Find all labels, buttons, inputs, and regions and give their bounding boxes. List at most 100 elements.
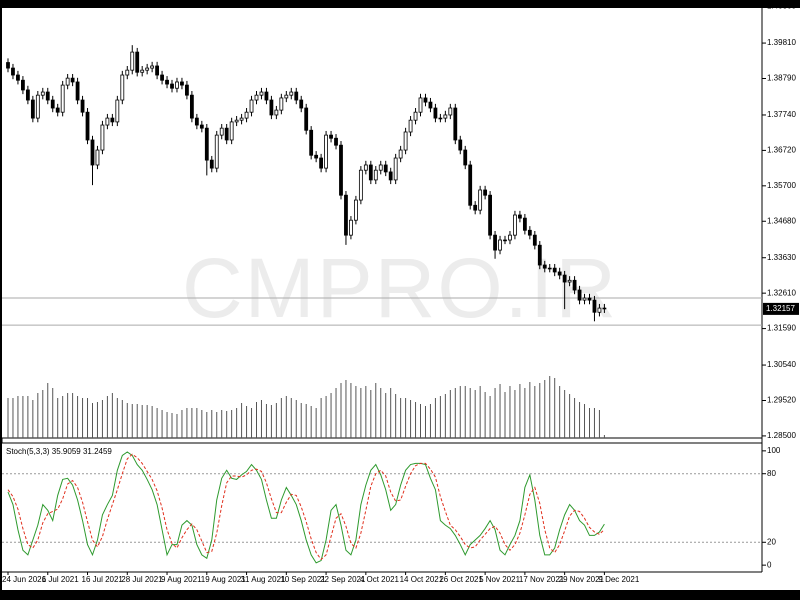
candle-body xyxy=(75,81,80,101)
candle-body xyxy=(353,199,358,221)
candle-body xyxy=(90,139,95,166)
candle-body xyxy=(70,77,75,83)
y-tick-label: 1.40860 xyxy=(767,2,796,11)
candle-body xyxy=(592,299,597,313)
candle-body xyxy=(567,279,572,283)
y-tick-label: 0 xyxy=(767,560,772,569)
candle-body xyxy=(150,65,155,69)
candle-body xyxy=(532,234,537,246)
candle-body xyxy=(363,164,368,171)
candle-body xyxy=(597,307,602,313)
x-tick-label: 17 Nov 2021 xyxy=(519,575,565,584)
candle-body xyxy=(309,129,314,156)
x-tick-label: 22 Sep 2021 xyxy=(320,575,366,584)
x-tick-label: 24 Jun 2021 xyxy=(2,575,47,584)
candle-body xyxy=(55,107,60,113)
candle-body xyxy=(587,297,592,301)
candle-body xyxy=(334,137,338,146)
candle-body xyxy=(488,194,492,236)
candle-body xyxy=(577,289,582,301)
candle-body xyxy=(458,139,463,151)
candle-body xyxy=(319,157,324,169)
candle-body xyxy=(274,109,279,116)
candle-body xyxy=(50,99,55,109)
candle-body xyxy=(418,97,423,113)
candle-body xyxy=(11,67,15,76)
candle-body xyxy=(483,189,488,196)
candle-body xyxy=(279,97,284,111)
candle-body xyxy=(393,157,398,181)
y-tick-label: 100 xyxy=(767,446,781,455)
candle-body xyxy=(140,69,145,73)
candle-body xyxy=(572,279,577,291)
y-tick-label: 1.34680 xyxy=(767,216,796,225)
candle-body xyxy=(175,81,179,89)
candle-body xyxy=(448,107,453,116)
candle-body xyxy=(120,74,125,101)
indicator-title: Stoch(5,3,3) 35.9059 31.2459 xyxy=(6,447,112,456)
candle-body xyxy=(269,99,274,116)
candle-body xyxy=(180,81,184,86)
candle-body xyxy=(45,91,50,101)
candle-body xyxy=(438,117,443,120)
y-tick-label: 1.36720 xyxy=(767,146,796,155)
y-tick-label: 1.39810 xyxy=(767,38,796,47)
candle-body xyxy=(115,99,120,123)
y-tick-label: 20 xyxy=(767,537,776,546)
candle-body xyxy=(503,239,507,242)
candle-body xyxy=(493,234,497,251)
candle-body xyxy=(21,79,25,91)
candle-body xyxy=(100,124,105,151)
candle-body xyxy=(398,149,403,159)
candle-body xyxy=(160,74,164,81)
candle-body xyxy=(358,169,363,201)
candle-body xyxy=(185,84,189,96)
candle-body xyxy=(378,164,383,171)
y-tick-label: 1.35700 xyxy=(767,181,796,190)
candle-body xyxy=(513,214,517,236)
candle-body xyxy=(388,171,393,181)
candle-body xyxy=(453,107,458,141)
candle-body xyxy=(562,274,567,283)
frame-top xyxy=(0,0,800,8)
x-tick-label: 5 Nov 2021 xyxy=(479,575,520,584)
candle-body xyxy=(289,91,294,96)
x-tick-label: 9 Aug 2021 xyxy=(161,575,202,584)
candle-body xyxy=(110,117,115,123)
x-tick-label: 16 Jul 2021 xyxy=(82,575,124,584)
candle-body xyxy=(65,77,70,86)
candle-body xyxy=(264,91,269,101)
candle-body xyxy=(349,219,353,236)
candle-body xyxy=(368,164,373,181)
candle-body xyxy=(498,239,502,251)
candle-body xyxy=(85,111,90,141)
x-tick-label: 31 Aug 2021 xyxy=(241,575,286,584)
candle-body xyxy=(508,234,512,241)
candle-body xyxy=(383,164,388,173)
y-tick-label: 1.31590 xyxy=(767,324,796,333)
candle-body xyxy=(408,119,413,133)
y-tick-label: 1.37740 xyxy=(767,110,796,119)
current-price-label: 1.32157 xyxy=(766,304,795,313)
candle-body xyxy=(145,67,150,71)
x-tick-label: 19 Aug 2021 xyxy=(201,575,246,584)
candle-body xyxy=(403,131,408,151)
y-tick-label: 1.29520 xyxy=(767,396,796,405)
candle-body xyxy=(40,91,45,96)
x-tick-label: 4 Oct 2021 xyxy=(360,575,400,584)
x-tick-label: 14 Oct 2021 xyxy=(400,575,444,584)
candle-body xyxy=(373,169,378,181)
candle-body xyxy=(244,111,249,119)
candle-body xyxy=(542,264,547,269)
x-tick-label: 29 Nov 2021 xyxy=(559,575,605,584)
candle-body xyxy=(468,164,473,206)
candle-body xyxy=(6,62,10,69)
candle-body xyxy=(219,127,224,136)
stoch-line xyxy=(7,451,605,564)
candle-body xyxy=(314,154,319,159)
candle-body xyxy=(170,83,174,89)
panel-separator xyxy=(1,437,763,444)
candle-body xyxy=(443,114,448,119)
